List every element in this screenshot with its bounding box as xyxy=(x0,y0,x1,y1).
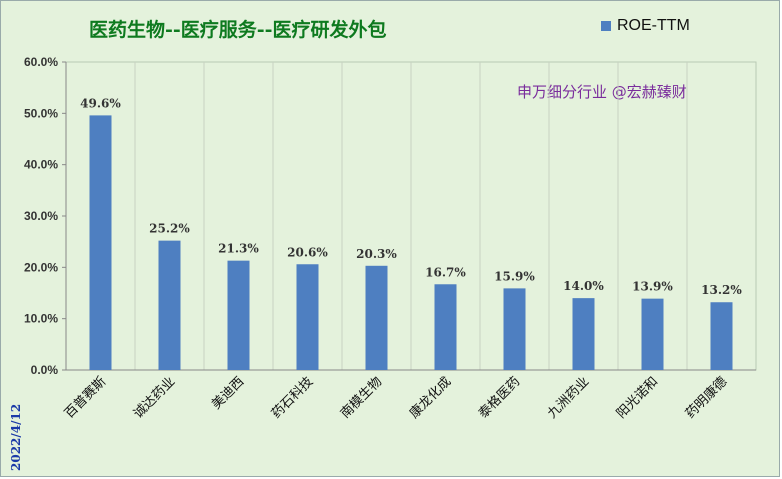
data-label: 49.6% xyxy=(80,96,121,110)
data-label: 13.9% xyxy=(632,280,673,294)
data-label: 25.2% xyxy=(149,222,190,236)
data-label: 16.7% xyxy=(425,265,466,279)
category-label: 阳光诺和 xyxy=(614,374,661,421)
category-label: 康龙化成 xyxy=(406,374,454,422)
legend: ROE-TTM xyxy=(601,17,690,35)
bar xyxy=(89,115,112,371)
category-label: 百普赛斯 xyxy=(61,374,109,422)
bar xyxy=(710,302,733,370)
bar xyxy=(365,265,388,370)
category-label: 药明康德 xyxy=(682,374,730,422)
bar xyxy=(227,260,250,370)
legend-swatch xyxy=(601,21,611,31)
bar xyxy=(503,288,526,370)
bar xyxy=(641,298,664,370)
category-label: 药石科技 xyxy=(269,374,316,421)
y-tick-label: 60.0% xyxy=(24,55,58,69)
y-tick-label: 0.0% xyxy=(31,363,59,377)
legend-label: ROE-TTM xyxy=(617,17,690,34)
y-tick-label: 10.0% xyxy=(24,312,58,326)
data-label: 13.2% xyxy=(701,283,742,297)
category-label: 诚达药业 xyxy=(131,374,178,421)
data-label: 14.0% xyxy=(563,279,604,293)
data-label: 15.9% xyxy=(494,269,535,283)
bar xyxy=(434,284,457,370)
y-tick-label: 50.0% xyxy=(24,106,58,120)
y-tick-label: 20.0% xyxy=(24,260,58,274)
category-label: 美迪西 xyxy=(209,374,247,412)
source-annotation: 申万细分行业 @宏赫臻财 xyxy=(517,83,687,101)
data-label: 20.3% xyxy=(356,247,397,261)
bar xyxy=(572,298,595,370)
y-tick-label: 40.0% xyxy=(24,158,58,172)
y-tick-label: 30.0% xyxy=(24,209,58,223)
category-label: 九洲药业 xyxy=(545,374,592,421)
bar xyxy=(296,264,319,370)
chart-title: 医药生物--医疗服务--医疗研发外包 xyxy=(89,19,387,41)
bar xyxy=(158,240,181,370)
category-label: 泰格医药 xyxy=(475,374,523,422)
category-label: 南模生物 xyxy=(337,374,385,422)
data-label: 20.6% xyxy=(287,245,328,259)
data-label: 21.3% xyxy=(218,242,259,256)
